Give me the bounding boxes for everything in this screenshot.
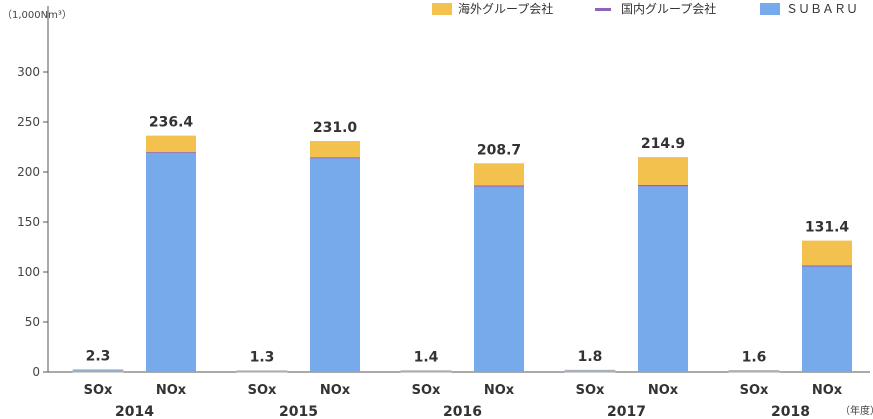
bar-outline-2015-sox (236, 370, 288, 373)
y-axis: 0 50 100 150 200 250 300 (17, 6, 870, 379)
bar-outline-2016-sox (400, 370, 452, 373)
bar-segment-2018-nox-2 (802, 240, 852, 266)
year-label-2018: 2018 (771, 404, 810, 419)
y-tick-label: 50 (25, 315, 40, 329)
category-label-2016-sox: SOx (412, 383, 441, 398)
total-label-2018-sox: 1.6 (742, 349, 767, 365)
y-tick-label: 150 (17, 215, 40, 229)
y-tick-label: 300 (17, 65, 40, 79)
bar-outline-2018-sox (728, 369, 780, 373)
y-tick-label: 100 (17, 265, 40, 279)
bar-segment-2015-nox-0 (310, 158, 360, 372)
bar-segment-2018-sox-0 (729, 370, 779, 372)
bar-segment-2014-nox-0 (146, 153, 196, 372)
legend-label-2: 海外グループ会社 (458, 1, 553, 16)
category-label-2015-sox: SOx (248, 383, 277, 398)
total-label-2014-nox: 236.4 (149, 115, 194, 131)
y-tick-label: 200 (17, 165, 40, 179)
bars: 2.3 236.4 1.3 231.0 1.4 208.7 1.8 214.9 1.6 131.4 (72, 115, 852, 373)
total-label-2017-nox: 214.9 (641, 136, 685, 152)
y-tick-label: 250 (17, 115, 40, 129)
bar-segment-2016-nox-1 (474, 185, 524, 187)
x-axis-unit: （年度） (840, 404, 873, 417)
bar-segment-2015-sox-0 (237, 370, 287, 372)
bar-segment-2015-nox-1 (310, 157, 360, 159)
bar-segment-2017-sox-0 (565, 370, 615, 372)
bar-segment-2017-nox-2 (638, 157, 688, 185)
year-label-2017: 2017 (607, 404, 646, 419)
total-label-2014-sox: 2.3 (86, 349, 111, 365)
year-label-2015: 2015 (279, 404, 318, 419)
bar-segment-2018-nox-0 (802, 266, 852, 372)
legend-swatch-1 (595, 8, 611, 11)
category-label-2017-nox: NOx (648, 383, 679, 398)
category-label-2014-nox: NOx (156, 383, 187, 398)
total-label-2016-sox: 1.4 (414, 350, 439, 366)
bar-segment-2015-nox-2 (310, 141, 360, 158)
legend-swatch-0 (760, 3, 780, 15)
y-tick-label: 0 (32, 365, 40, 379)
total-label-2015-nox: 231.0 (313, 120, 358, 136)
category-label-2018-sox: SOx (740, 383, 769, 398)
category-label-2014-sox: SOx (84, 383, 113, 398)
category-label-2018-nox: NOx (812, 383, 843, 398)
category-label-2016-nox: NOx (484, 383, 515, 398)
bar-outline-2014-sox (72, 369, 124, 373)
bar-outline-2017-sox (564, 369, 616, 373)
category-label-2017-sox: SOx (576, 383, 605, 398)
bar-segment-2018-nox-1 (802, 265, 852, 267)
total-label-2017-sox: 1.8 (578, 349, 603, 365)
legend-swatch-2 (432, 3, 452, 15)
bar-segment-2017-nox-0 (638, 186, 688, 372)
y-axis-unit: （1,000Nm³） (2, 9, 72, 21)
category-label-2015-nox: NOx (320, 383, 351, 398)
bar-segment-2016-nox-0 (474, 186, 524, 372)
year-label-2016: 2016 (443, 404, 482, 419)
bar-segment-2017-nox-1 (638, 184, 688, 187)
legend: 海外グループ会社 国内グループ会社 ＳＵＢＡＲＵ (432, 1, 858, 16)
legend-label-1: 国内グループ会社 (621, 1, 716, 16)
total-label-2016-nox: 208.7 (477, 142, 521, 158)
bar-segment-2014-sox-0 (73, 370, 123, 372)
legend-label-0: ＳＵＢＡＲＵ (786, 2, 858, 16)
total-label-2015-sox: 1.3 (250, 350, 275, 366)
year-label-2014: 2014 (115, 404, 154, 419)
bar-segment-2014-nox-2 (146, 135, 196, 153)
bar-segment-2014-nox-1 (146, 152, 196, 154)
total-label-2018-nox: 131.4 (805, 220, 850, 236)
bar-segment-2016-sox-0 (401, 370, 451, 372)
bar-segment-2016-nox-2 (474, 163, 524, 186)
